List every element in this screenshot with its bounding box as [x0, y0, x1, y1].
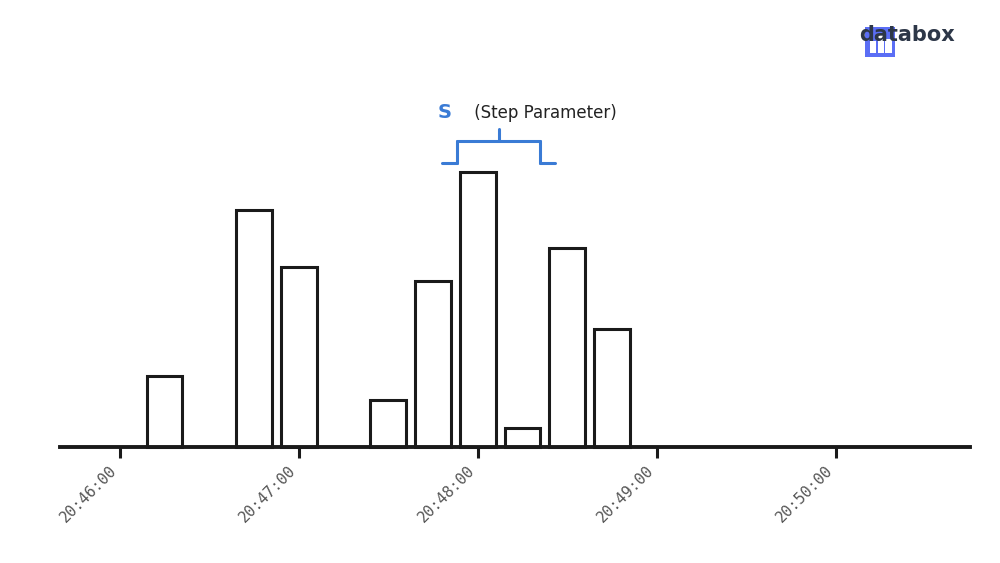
- Bar: [870, 41, 876, 53]
- Bar: [415, 282, 451, 448]
- Bar: [505, 428, 540, 448]
- Bar: [878, 35, 884, 53]
- FancyBboxPatch shape: [862, 24, 898, 60]
- Bar: [281, 267, 317, 448]
- Text: S: S: [438, 103, 452, 122]
- Bar: [594, 329, 630, 448]
- Bar: [549, 248, 585, 448]
- Bar: [236, 210, 272, 448]
- Text: databox: databox: [859, 25, 955, 46]
- Bar: [885, 39, 892, 53]
- Text: (Step Parameter): (Step Parameter): [469, 104, 617, 122]
- Bar: [460, 172, 496, 448]
- Bar: [370, 400, 406, 448]
- Bar: [147, 376, 182, 448]
